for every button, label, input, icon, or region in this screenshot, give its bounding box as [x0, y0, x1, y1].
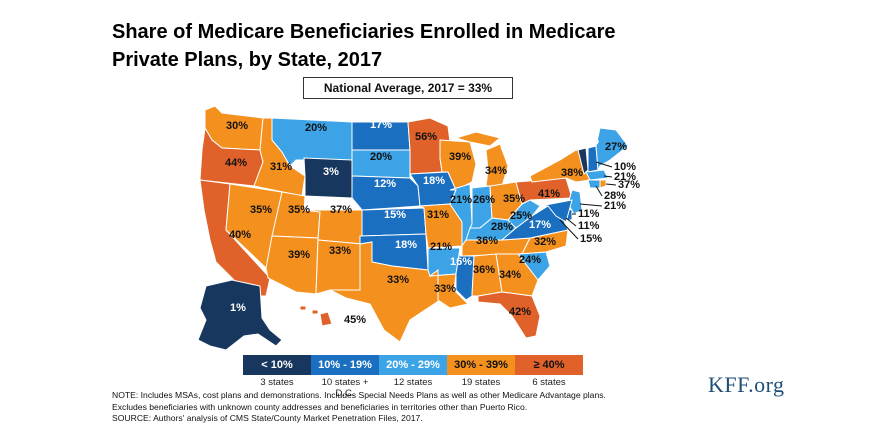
legend-item: 10% - 19% 10 states + D.C.: [311, 355, 379, 399]
chart-title: Share of Medicare Beneficiaries Enrolled…: [112, 18, 672, 74]
state-FL: [477, 291, 541, 339]
state-label-SC: 24%: [519, 254, 541, 266]
state-label-MI: 34%: [485, 165, 507, 177]
state-label-KY: 28%: [491, 221, 513, 233]
legend-swatch-20-29: 20% - 29%: [379, 355, 447, 375]
callout-label-DE: 11%: [578, 208, 600, 220]
state-label-NC: 32%: [534, 236, 556, 248]
state-label-MN: 56%: [415, 131, 437, 143]
state-AZ: [265, 235, 319, 295]
state-label-WA: 30%: [226, 120, 248, 132]
state-label-VA: 17%: [529, 219, 551, 231]
legend-item: 20% - 29% 12 states: [379, 355, 447, 399]
state-MD: [539, 199, 573, 223]
state-GA: [495, 253, 539, 297]
legend-count: 3 states: [260, 377, 294, 388]
state-HI-1: [299, 305, 307, 311]
state-label-MO: 31%: [427, 209, 449, 221]
state-TX: [329, 241, 441, 343]
legend-count: 10 states + D.C.: [321, 377, 369, 399]
legend-count: 12 states: [393, 377, 433, 388]
state-label-IN: 26%: [473, 194, 495, 206]
state-label-VT: 8%: [583, 135, 599, 147]
legend-swatch-ge40: ≥ 40%: [515, 355, 583, 375]
callout-line-NH: [595, 161, 613, 168]
note-line-2: Excludes beneficiaries with unknown coun…: [112, 401, 528, 412]
state-label-ID: 31%: [270, 161, 292, 173]
note-line-1: NOTE: Includes MSAs, cost plans and demo…: [112, 390, 606, 400]
state-label-CA: 40%: [229, 229, 251, 241]
callout-label-CT: 28%: [604, 190, 626, 202]
state-label-SD: 20%: [370, 151, 392, 163]
state-label-PA: 41%: [538, 188, 560, 200]
legend-swatch-10-19: 10% - 19%: [311, 355, 379, 375]
legend-swatch-30-39: 30% - 39%: [447, 355, 515, 375]
state-label-TX: 33%: [387, 274, 409, 286]
state-HI-3: [319, 311, 333, 327]
callout-label-MD: 11%: [578, 220, 600, 232]
callout-label-MA: 21%: [614, 171, 636, 183]
state-label-GA: 34%: [499, 269, 521, 281]
legend-item: ≥ 40% 6 states: [515, 355, 583, 399]
legend-item: 30% - 39% 19 states: [447, 355, 515, 399]
kff-logo: KFF.org: [708, 372, 785, 397]
state-label-NY: 38%: [561, 167, 583, 179]
callout-line-MD: [565, 217, 577, 227]
state-AK: [197, 279, 283, 351]
title-line-2: Private Plans, by State, 2017: [112, 49, 383, 71]
state-ME: [595, 127, 629, 172]
callout-line-NJ: [579, 203, 603, 207]
legend: < 10% 3 states 10% - 19% 10 states + D.C…: [243, 355, 583, 399]
state-label-NM: 33%: [329, 245, 351, 257]
state-WY: [303, 157, 353, 199]
state-label-FL: 42%: [509, 306, 531, 318]
callout-label-DC: 15%: [580, 233, 602, 245]
state-CT: [587, 179, 601, 189]
state-label-MS: 16%: [450, 256, 472, 268]
state-label-WY: 3%: [323, 166, 339, 178]
legend-swatch-lt10: < 10%: [243, 355, 311, 375]
state-label-NE: 12%: [374, 178, 396, 190]
state-label-MT: 20%: [305, 122, 327, 134]
state-label-AZ: 39%: [288, 249, 310, 261]
callout-line-DC: [559, 219, 579, 240]
title-line-1: Share of Medicare Beneficiaries Enrolled…: [112, 21, 616, 43]
national-average-box: National Average, 2017 = 33%: [303, 77, 513, 99]
state-label-WI: 39%: [449, 151, 471, 163]
state-label-HI: 45%: [344, 314, 366, 326]
state-label-LA: 33%: [434, 283, 456, 295]
state-label-TN: 36%: [476, 235, 498, 247]
callout-label-NJ: 21%: [604, 200, 626, 212]
state-label-OK: 18%: [395, 239, 417, 251]
legend-count: 19 states: [461, 377, 501, 388]
state-label-AL: 36%: [473, 264, 495, 276]
state-MI-UP: [454, 131, 502, 147]
state-HI-2: [311, 309, 319, 315]
state-label-KS: 15%: [384, 209, 406, 221]
legend-item: < 10% 3 states: [243, 355, 311, 399]
state-label-OH: 35%: [503, 193, 525, 205]
state-label-IL: 21%: [450, 194, 472, 206]
source-line: SOURCE: Authors' analysis of CMS State/C…: [112, 413, 423, 423]
state-label-AR: 21%: [430, 241, 452, 253]
state-label-ME: 27%: [605, 141, 627, 153]
state-label-AK: 1%: [230, 302, 246, 314]
callout-line-RI: [605, 183, 617, 186]
callout-line-CT: [595, 185, 603, 197]
state-label-WV: 25%: [510, 210, 532, 222]
state-MA: [585, 169, 609, 181]
footnote: NOTE: Includes MSAs, cost plans and demo…: [112, 390, 672, 425]
callout-line-MA: [603, 175, 613, 178]
callout-label-NH: 10%: [614, 161, 636, 173]
state-label-NV: 35%: [250, 204, 272, 216]
state-label-ND: 17%: [370, 119, 392, 131]
state-label-IA: 18%: [423, 175, 445, 187]
state-label-UT: 35%: [288, 204, 310, 216]
callout-label-RI: 37%: [618, 179, 640, 191]
state-label-OR: 44%: [225, 157, 247, 169]
state-label-CO: 37%: [330, 204, 352, 216]
state-RI: [599, 179, 607, 189]
legend-count: 6 states: [532, 377, 566, 388]
